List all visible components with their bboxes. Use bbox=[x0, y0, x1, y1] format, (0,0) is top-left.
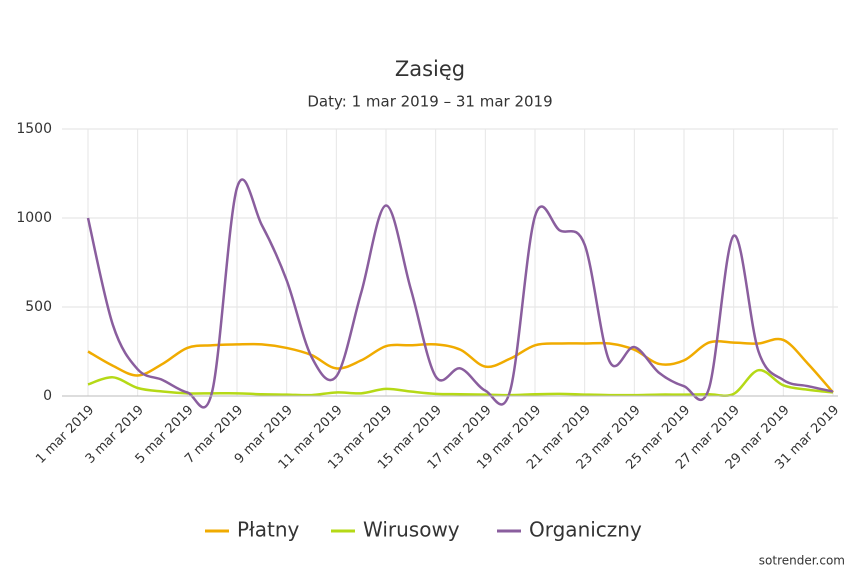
y-tick-label: 500 bbox=[25, 299, 52, 315]
chart-title: Zasięg bbox=[395, 57, 465, 81]
series-line bbox=[87, 337, 834, 394]
footer: sotrender.com bbox=[759, 554, 845, 568]
legend-label: Wirusowy bbox=[363, 518, 460, 542]
chart-subtitle: Daty: 1 mar 2019 – 31 mar 2019 bbox=[307, 93, 552, 111]
legend-label: Organiczny bbox=[529, 518, 642, 542]
y-tick-label: 1000 bbox=[16, 210, 52, 226]
legend-label: Płatny bbox=[237, 518, 300, 542]
series-line bbox=[86, 178, 834, 409]
y-tick-label: 1500 bbox=[16, 121, 52, 137]
series-line bbox=[87, 368, 834, 397]
y-tick-label: 0 bbox=[43, 388, 52, 404]
